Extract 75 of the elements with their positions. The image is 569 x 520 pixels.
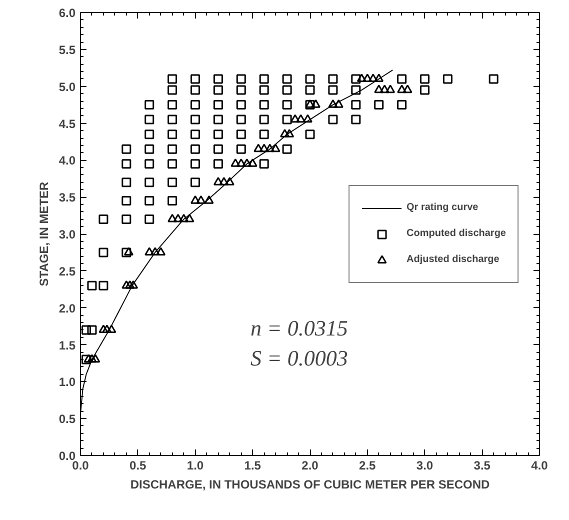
y-tick-label: 2.5	[58, 264, 76, 278]
x-tick-label: 4.0	[531, 458, 548, 472]
point	[310, 99, 320, 108]
x-tick-label: 0.0	[72, 458, 90, 472]
x-tick-label: 1.0	[186, 458, 204, 472]
point	[230, 158, 240, 167]
point	[125, 280, 135, 289]
point	[150, 247, 160, 256]
point	[98, 324, 108, 334]
x-tick-label: 1.5	[244, 458, 262, 472]
x-tick-label: 2.0	[302, 458, 319, 472]
point	[90, 354, 100, 363]
point	[124, 247, 134, 256]
point	[242, 158, 252, 167]
annotation: S = 0.0003	[250, 346, 348, 370]
y-tick-label: 4.0	[58, 154, 76, 168]
x-tick-label: 2.5	[359, 458, 376, 472]
point	[368, 74, 378, 82]
point	[380, 84, 390, 94]
point	[334, 99, 344, 108]
point	[397, 84, 407, 94]
legend-label: Adjusted discharge	[406, 254, 500, 265]
x-tick-label: 3.5	[474, 458, 491, 472]
point	[144, 247, 154, 256]
legend-label: Computed discharge	[406, 228, 506, 239]
point	[302, 114, 312, 123]
point	[190, 195, 200, 204]
y-tick-label: 2.0	[58, 301, 76, 316]
point	[236, 158, 246, 167]
y-tick-label: 6.0	[58, 6, 76, 20]
legend-label: Qr rating curve	[406, 202, 478, 213]
point	[374, 84, 384, 94]
point	[374, 74, 384, 82]
point	[196, 195, 206, 204]
point	[122, 280, 132, 289]
point	[402, 84, 412, 94]
point	[290, 114, 300, 123]
point	[219, 176, 229, 186]
x-axis-title: DISCHARGE, IN THOUSANDS OF CUBIC METER PER SECOND	[130, 478, 490, 492]
x-tick-label: 3.0	[416, 458, 434, 472]
y-tick-label: 5.0	[58, 80, 76, 94]
point	[184, 214, 194, 222]
point	[128, 280, 138, 289]
point	[179, 214, 189, 222]
point	[305, 100, 315, 110]
point	[296, 114, 306, 123]
point	[328, 99, 338, 108]
point	[204, 195, 214, 204]
point	[87, 354, 97, 363]
point	[168, 214, 178, 222]
y-tick-label: 0.5	[58, 412, 76, 426]
point	[362, 74, 372, 82]
point	[213, 176, 223, 186]
y-tick-label: 5.5	[58, 42, 76, 57]
y-tick-label: 1.5	[58, 338, 76, 352]
point	[386, 84, 396, 94]
point	[84, 354, 94, 363]
point	[265, 144, 275, 152]
point	[156, 247, 166, 256]
annotation: n = 0.0315	[250, 316, 348, 340]
y-tick-label: 3.5	[58, 190, 76, 205]
x-tick-label: 0.5	[130, 458, 147, 472]
y-tick-label: 1.0	[58, 375, 76, 390]
point	[254, 144, 264, 152]
y-axis-title: STAGE, IN METER	[36, 181, 51, 286]
point	[224, 176, 234, 186]
point	[248, 158, 258, 167]
point	[106, 324, 116, 334]
y-tick-label: 4.5	[58, 116, 76, 131]
y-tick-label: 3.0	[58, 228, 76, 242]
point	[280, 128, 290, 138]
point	[284, 128, 294, 138]
point	[270, 144, 280, 152]
point	[259, 144, 269, 152]
point	[173, 214, 183, 222]
